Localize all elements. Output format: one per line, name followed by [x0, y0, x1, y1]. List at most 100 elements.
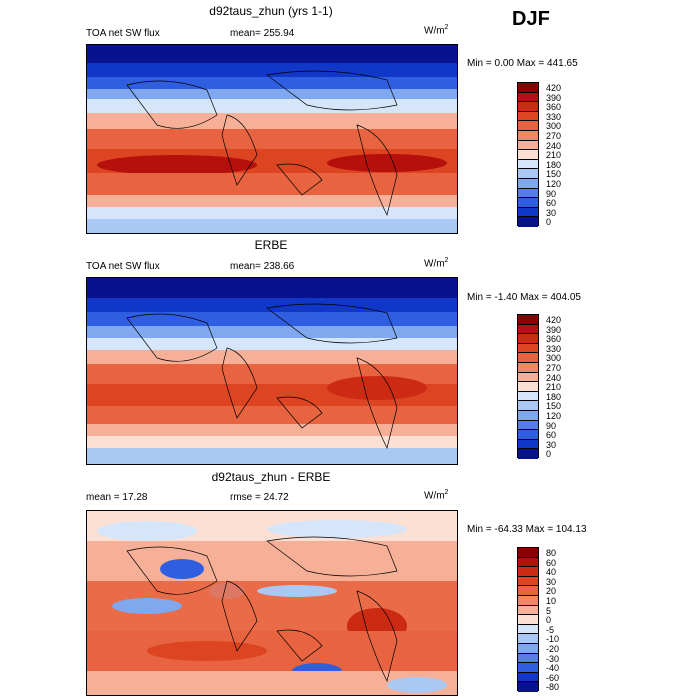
colorbar-tick: 30 [546, 577, 557, 587]
panel-1-field-map [87, 45, 457, 233]
colorbar-tick: 420 [546, 315, 562, 325]
colorbar-tick: 330 [546, 112, 562, 122]
colorbar-swatch [518, 439, 538, 450]
colorbar-tick: 60 [546, 558, 557, 568]
colorbar-tick: 420 [546, 83, 562, 93]
colorbar-tick: 150 [546, 401, 562, 411]
colorbar-tick: 390 [546, 93, 562, 103]
colorbar-tick: -80 [546, 682, 560, 692]
colorbar-tick: 180 [546, 392, 562, 402]
colorbar-swatch [518, 653, 538, 664]
colorbar-tick: 40 [546, 567, 557, 577]
panel-1-colorbar [517, 82, 539, 227]
colorbar-swatch [518, 410, 538, 421]
colorbar-swatch [518, 111, 538, 122]
colorbar-tick: 360 [546, 102, 562, 112]
colorbar-swatch [518, 130, 538, 141]
colorbar-tick: 60 [546, 198, 557, 208]
colorbar-tick: 360 [546, 334, 562, 344]
colorbar-swatch [518, 92, 538, 103]
panel-2-units: W/m2 [424, 257, 448, 269]
colorbar-swatch [518, 391, 538, 402]
colorbar-tick: 300 [546, 121, 562, 131]
colorbar-swatch [518, 605, 538, 616]
colorbar-swatch [518, 140, 538, 151]
colorbar-swatch [518, 420, 538, 431]
colorbar-swatch [518, 178, 538, 189]
colorbar-swatch [518, 548, 538, 558]
colorbar-swatch [518, 586, 538, 596]
units-base: W/m [424, 490, 445, 502]
colorbar-tick: -60 [546, 673, 560, 683]
colorbar-swatch [518, 198, 538, 208]
colorbar-tick: 270 [546, 363, 562, 373]
colorbar-tick: 10 [546, 596, 557, 606]
colorbar-swatch [518, 372, 538, 383]
colorbar-tick: 300 [546, 353, 562, 363]
colorbar-swatch [518, 663, 538, 673]
colorbar-swatch [518, 150, 538, 160]
panel-2-minmax: Min = -1.40 Max = 404.05 [467, 292, 581, 303]
colorbar-swatch [518, 353, 538, 363]
colorbar-tick: 60 [546, 430, 557, 440]
colorbar-swatch [518, 567, 538, 577]
colorbar-tick: 20 [546, 586, 557, 596]
colorbar-tick: 210 [546, 382, 562, 392]
panel-3-title: d92taus_zhun - ERBE [211, 470, 331, 484]
colorbar-tick: -30 [546, 654, 560, 664]
panel-1-units: W/m2 [424, 24, 448, 36]
colorbar-tick: -40 [546, 663, 560, 673]
panel-3-rmse: rmse = 24.72 [230, 492, 289, 503]
panel-2-colorbar [517, 314, 539, 459]
colorbar-tick: 240 [546, 373, 562, 383]
colorbar-swatch [518, 121, 538, 131]
colorbar-tick: 0 [546, 217, 552, 227]
colorbar-tick: 330 [546, 344, 562, 354]
colorbar-swatch [518, 83, 538, 93]
colorbar-swatch [518, 102, 538, 112]
colorbar-swatch [518, 430, 538, 440]
colorbar-swatch [518, 382, 538, 392]
colorbar-swatch [518, 672, 538, 683]
colorbar-tick: 120 [546, 179, 562, 189]
panel-2-field-map [87, 278, 457, 464]
colorbar-swatch [518, 334, 538, 344]
panel-3-field-map [87, 511, 457, 695]
colorbar-tick: 240 [546, 141, 562, 151]
panel-1-stat: mean= 255.94 [230, 28, 295, 39]
colorbar-swatch [518, 362, 538, 373]
panel-3-map [86, 510, 458, 696]
colorbar-swatch [518, 557, 538, 568]
colorbar-swatch [518, 188, 538, 199]
panel-1-map [86, 44, 458, 234]
colorbar-tick: 210 [546, 150, 562, 160]
colorbar-tick: 80 [546, 548, 557, 558]
colorbar-swatch [518, 169, 538, 179]
colorbar-swatch [518, 343, 538, 354]
panel-1-minmax: Min = 0.00 Max = 441.65 [467, 58, 578, 69]
colorbar-tick: 180 [546, 160, 562, 170]
panel-1-title: d92taus_zhun (yrs 1-1) [209, 4, 333, 18]
colorbar-swatch [518, 217, 538, 227]
colorbar-tick: 5 [546, 606, 552, 616]
colorbar-swatch [518, 643, 538, 654]
colorbar-tick: 150 [546, 169, 562, 179]
units-exponent: 2 [444, 24, 449, 31]
colorbar-tick: 120 [546, 411, 562, 421]
colorbar-swatch [518, 615, 538, 625]
colorbar-swatch [518, 682, 538, 692]
panel-3-mean: mean = 17.28 [86, 492, 148, 503]
panel-1-field: TOA net SW flux [86, 28, 160, 39]
colorbar-tick: -10 [546, 634, 560, 644]
colorbar-swatch [518, 634, 538, 644]
panel-3-units: W/m2 [424, 489, 448, 501]
panel-2-title: ERBE [254, 238, 288, 252]
colorbar-tick: 90 [546, 421, 557, 431]
units-base: W/m [424, 258, 445, 270]
panel-3-colorbar [517, 547, 539, 692]
colorbar-swatch [518, 595, 538, 606]
colorbar-tick: -5 [546, 625, 555, 635]
panel-2-field: TOA net SW flux [86, 261, 160, 272]
colorbar-tick: 0 [546, 449, 552, 459]
colorbar-tick: 90 [546, 189, 557, 199]
